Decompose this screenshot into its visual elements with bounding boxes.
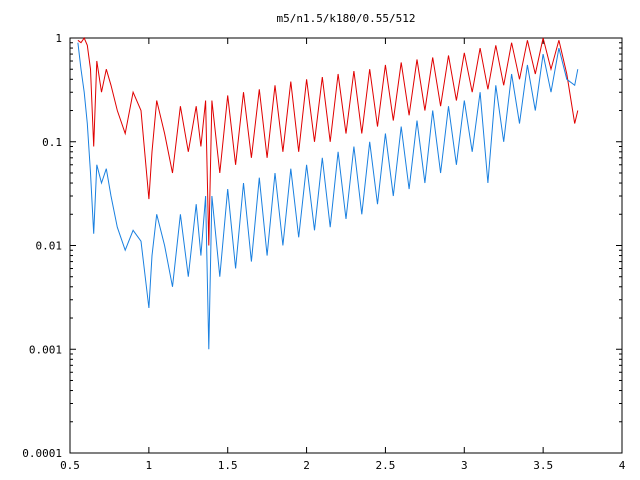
- y-tick-label: 0.001: [29, 343, 62, 356]
- x-tick-label: 1: [146, 459, 153, 472]
- series-layer: [77, 36, 579, 350]
- x-tick-label: 0.5: [60, 459, 80, 472]
- x-tick-label: 3: [461, 459, 468, 472]
- x-tick-label: 2: [303, 459, 310, 472]
- y-tick-label: 0.1: [42, 136, 62, 149]
- y-tick-label: 1: [55, 32, 62, 45]
- chart-title: m5/n1.5/k180/0.55/512: [276, 12, 415, 25]
- axes: 0.5 1 1.5 2 2.5 3 3.5 4 0.0001 0.001 0.01 0.1 1: [22, 32, 625, 472]
- x-tick-label: 3.5: [533, 459, 553, 472]
- y-tick-label: 0.01: [36, 240, 63, 253]
- series-line-2: [77, 42, 579, 350]
- x-tick-label: 2.5: [375, 459, 395, 472]
- series-line-1: [77, 36, 579, 246]
- y-tick-label: 0.0001: [22, 447, 62, 460]
- x-tick-label: 1.5: [218, 459, 238, 472]
- x-tick-label: 4: [619, 459, 626, 472]
